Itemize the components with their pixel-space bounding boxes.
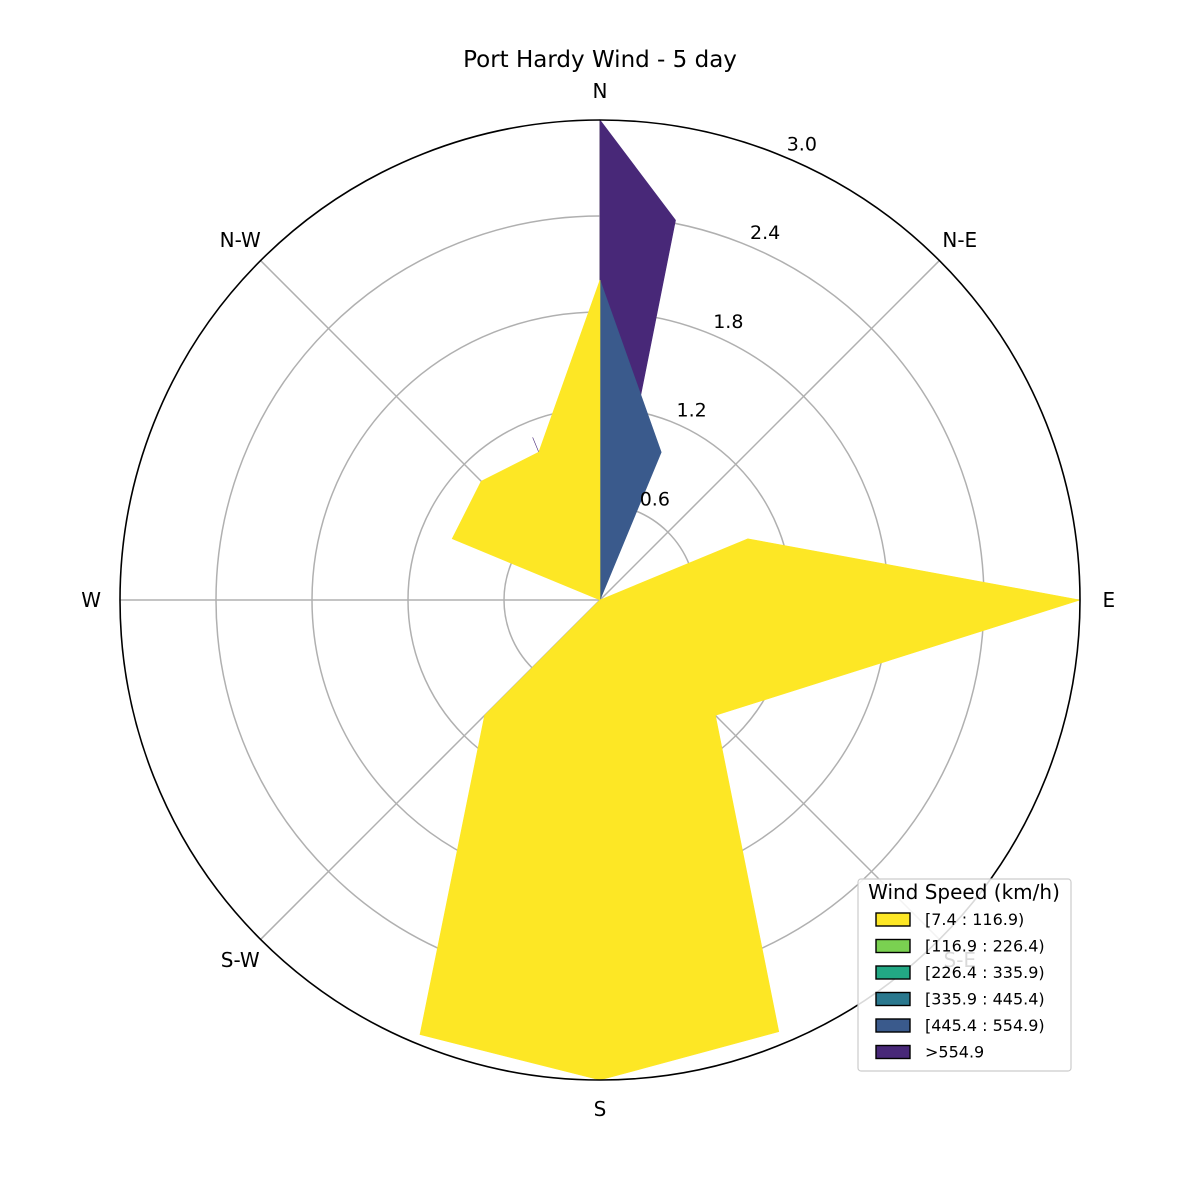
- radial-tick-label: 0.6: [640, 488, 670, 510]
- legend-swatch: [875, 965, 911, 980]
- legend-swatch: [875, 938, 911, 954]
- legend: Wind Speed (km/h) [7.4 : 116.9) [116.9 : …: [857, 878, 1072, 1072]
- legend-swatch: [875, 1044, 911, 1060]
- legend-label: [116.9 : 226.4): [925, 937, 1045, 956]
- radial-tick-label: 3.0: [787, 134, 817, 156]
- direction-label: W: [81, 588, 101, 612]
- legend-label: [335.9 : 445.4): [925, 990, 1045, 1009]
- legend-box: [857, 878, 1072, 1072]
- direction-label: N-W: [220, 228, 261, 252]
- radial-tick-label: 1.8: [713, 311, 743, 333]
- legend-swatch: [875, 991, 911, 1007]
- direction-label: S: [594, 1097, 607, 1121]
- wind-sector: [419, 279, 1081, 1081]
- legend-label: >554.9: [925, 1043, 984, 1062]
- direction-label: E: [1102, 588, 1115, 612]
- wind-sectors: [419, 119, 1081, 1081]
- grid-spoke: [599, 260, 940, 601]
- direction-label: N: [593, 79, 608, 103]
- legend-label: [445.4 : 554.9): [925, 1016, 1045, 1035]
- chart-title: Port Hardy Wind - 5 day: [463, 47, 737, 73]
- legend-label: [7.4 : 116.9): [925, 910, 1024, 929]
- legend-title: Wind Speed (km/h): [868, 880, 1060, 904]
- radial-tick-label: 1.2: [677, 400, 707, 422]
- direction-label: N-E: [942, 228, 977, 252]
- direction-label: S-W: [221, 948, 260, 972]
- legend-label: [226.4 : 335.9): [925, 963, 1045, 982]
- radial-tick-labels: 0.6 1.2 1.8 2.4 3.0: [640, 134, 817, 511]
- polar-frame: [119, 119, 1081, 1081]
- legend-items: [7.4 : 116.9) [116.9 : 226.4) [226.4 : 335…: [875, 910, 1045, 1062]
- radial-tick-label: 2.4: [750, 222, 780, 244]
- legend-swatch: [875, 1018, 911, 1033]
- legend-swatch: [875, 912, 911, 927]
